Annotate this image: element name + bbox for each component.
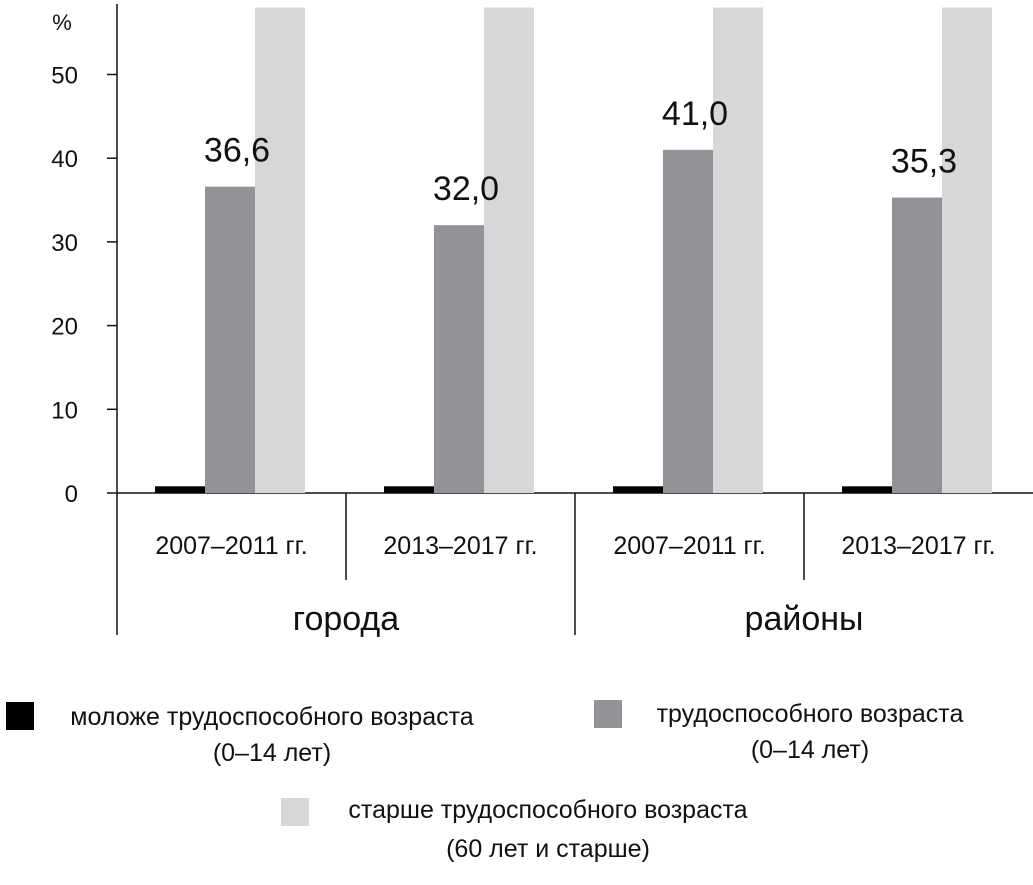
bar — [892, 197, 942, 493]
legend-label: трудоспособного возраста — [657, 700, 964, 728]
legend: моложе трудоспособного возраста (0–14 лет… — [6, 700, 963, 863]
y-tick-label: 40 — [51, 146, 78, 173]
labels: 36,6 32,0 41,0 35,3 2007–2011 гг. 2013–2017 г… — [155, 95, 995, 638]
data-label: 32,0 — [433, 170, 499, 208]
y-tick-label: 0 — [65, 481, 78, 508]
y-tick-label: 50 — [51, 63, 78, 90]
x-category-label: 2007–2011 гг. — [155, 532, 307, 560]
bar — [155, 486, 205, 493]
legend-label: моложе трудоспособного возраста — [70, 703, 473, 731]
y-tick-label: 30 — [51, 230, 78, 257]
data-label: 36,6 — [204, 132, 270, 170]
bar — [842, 486, 892, 493]
x-group-label: города — [293, 600, 399, 638]
y-axis-unit-label: % — [52, 10, 72, 35]
bar — [942, 7, 992, 493]
legend-label-sub: (60 лет и старше) — [446, 835, 650, 863]
bar — [384, 486, 434, 493]
bars — [155, 7, 992, 493]
legend-label-sub: (0–14 лет) — [751, 736, 869, 764]
data-label: 41,0 — [662, 95, 728, 133]
legend-label: старше трудоспособного возраста — [348, 796, 747, 824]
x-category-label: 2013–2017 гг. — [841, 532, 995, 560]
legend-swatch — [281, 798, 309, 826]
bar — [713, 7, 763, 493]
x-group-label: районы — [745, 600, 864, 638]
legend-swatch — [6, 702, 34, 730]
y-tick-label: 10 — [51, 397, 78, 424]
bar — [484, 7, 534, 493]
x-category-label: 2007–2011 гг. — [613, 532, 765, 560]
x-category-label: 2013–2017 гг. — [383, 532, 537, 560]
bar — [434, 225, 484, 493]
bar — [613, 486, 663, 493]
legend-label-sub: (0–14 лет) — [213, 739, 331, 767]
bar — [663, 149, 713, 493]
legend-swatch — [594, 700, 622, 728]
data-label: 35,3 — [891, 143, 957, 181]
y-tick-label: 20 — [51, 314, 78, 341]
bar — [255, 7, 305, 493]
bar — [205, 186, 255, 493]
